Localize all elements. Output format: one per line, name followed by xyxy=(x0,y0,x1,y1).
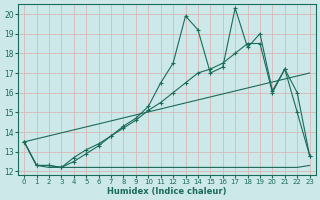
X-axis label: Humidex (Indice chaleur): Humidex (Indice chaleur) xyxy=(107,187,227,196)
